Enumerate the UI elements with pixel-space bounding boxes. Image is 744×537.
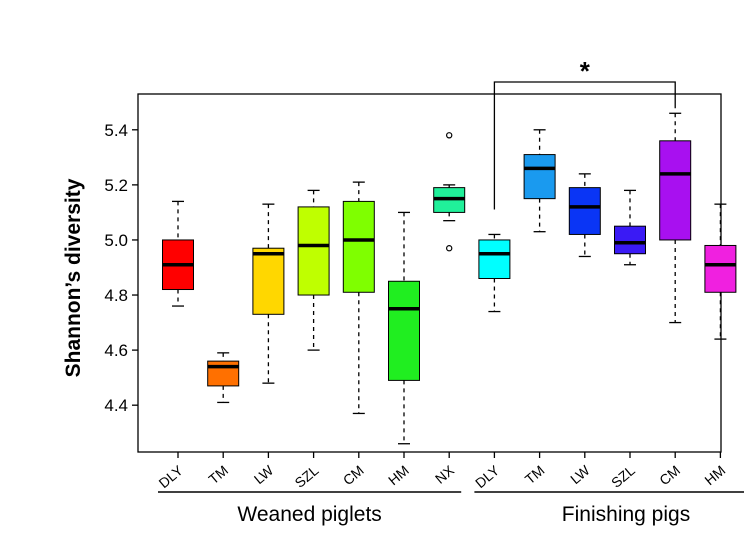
box-iqr (478, 239, 511, 280)
x-tick-label: DLY (472, 462, 503, 492)
x-tick-label: HM (701, 462, 728, 488)
group-label: Finishing pigs (562, 503, 690, 526)
box-dly-group-0 (162, 200, 194, 307)
box-tm-group-0 (207, 352, 240, 404)
box-iqr (704, 244, 737, 293)
x-tick-label: NX (432, 462, 458, 487)
box-cm-group-1 (659, 112, 692, 324)
box-iqr (342, 200, 375, 293)
group-label: Weaned piglets (237, 503, 381, 526)
x-tick-label: SZL (608, 462, 638, 491)
y-axis: 4.4 4.6 4.8 5.0 5.2 5.4 (104, 121, 138, 415)
x-tick-label: DLY (156, 462, 187, 492)
y-tick-label: 5.0 (104, 231, 128, 250)
box-iqr (252, 247, 285, 315)
box-iqr (388, 280, 420, 381)
x-tick-label: TM (205, 462, 231, 487)
y-tick-label: 5.2 (104, 176, 128, 195)
x-tick-label: CM (656, 462, 683, 488)
bracket-line (493, 81, 676, 210)
x-tick-label: HM (385, 462, 412, 488)
x-tick-label: LW (567, 462, 593, 488)
box-tm-group-1 (523, 129, 556, 233)
box-dly-group-1 (478, 233, 511, 313)
x-tick-label: CM (340, 462, 367, 488)
box-series (162, 112, 737, 445)
box-szl-group-1 (614, 189, 646, 266)
significance-label: * (580, 56, 591, 86)
y-tick-label: 5.4 (104, 121, 128, 140)
outlier-point (446, 132, 453, 139)
box-lw-group-1 (568, 173, 601, 258)
box-lw-group-0 (252, 203, 285, 384)
box-hm-group-0 (388, 211, 420, 445)
plot-frame (137, 93, 722, 453)
box-iqr (568, 187, 601, 235)
y-tick-label: 4.6 (104, 341, 128, 360)
y-axis-label: Shannon’s diversity (62, 178, 85, 377)
x-tick-label: TM (522, 462, 548, 487)
box-iqr (659, 140, 692, 241)
box-iqr (614, 225, 646, 255)
y-tick-label: 4.8 (104, 286, 128, 305)
box-iqr (297, 206, 330, 296)
box-nx-group-0 (433, 132, 466, 252)
box-cm-group-0 (342, 181, 375, 415)
box-iqr (523, 154, 556, 200)
y-tick-label: 4.4 (104, 396, 128, 415)
x-tick-label: SZL (292, 462, 322, 491)
significance-bracket: * (493, 56, 676, 210)
outlier-point (446, 245, 453, 252)
x-tick-label: LW (251, 462, 277, 488)
box-iqr (207, 360, 240, 387)
box-hm-group-1 (704, 203, 737, 340)
box-szl-group-0 (297, 189, 330, 351)
x-axis: DLYTMLWSZLCMHMNXDLYTMLWSZLCMHMNX (156, 452, 728, 492)
group-labels: Weaned piglets Finishing pigs (158, 491, 744, 526)
